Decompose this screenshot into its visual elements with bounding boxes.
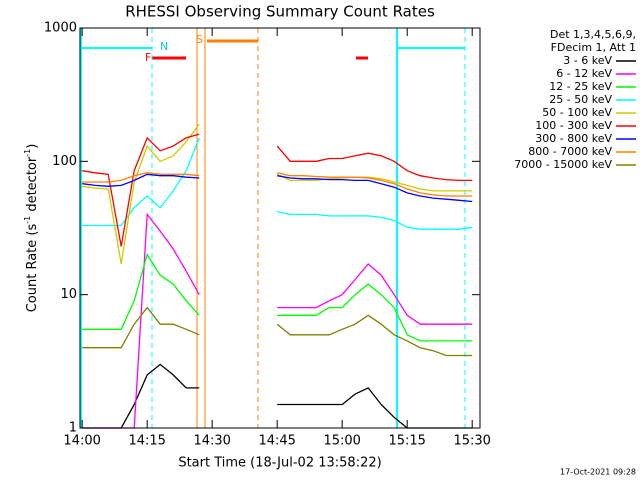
x-tick-label: 14:45: [258, 434, 295, 449]
plot-frame: [79, 27, 481, 429]
y-label-sup: -1: [23, 149, 32, 157]
footer: 17-Oct-2021 09:28: [560, 468, 636, 477]
annotation: S: [196, 33, 203, 46]
series-line: [82, 137, 473, 230]
legend-label: 7000 - 15000 keV: [514, 158, 612, 171]
annotation: F: [145, 51, 151, 64]
legend-label: 50 - 100 keV: [542, 106, 612, 119]
x-tick-label: 15:15: [388, 434, 425, 449]
y-tick-label: 1: [69, 421, 77, 436]
legend-header: FDecim 1, Att 1: [551, 41, 636, 54]
legend-label: 12 - 25 keV: [549, 80, 612, 93]
x-tick-label: 15:30: [453, 434, 490, 449]
legend-label: 300 - 800 keV: [535, 132, 612, 145]
y-label-part: ): [25, 144, 40, 149]
annotation: N: [160, 40, 168, 53]
series-line: [82, 133, 473, 247]
chart-title: RHESSI Observing Summary Count Rates: [125, 3, 435, 21]
series-line: [82, 123, 473, 265]
series-line: [82, 306, 473, 357]
y-tick-label: 10: [60, 287, 77, 302]
y-label-part: detector: [25, 156, 40, 216]
legend-label: 800 - 7000 keV: [528, 145, 612, 158]
legend-label: 100 - 300 keV: [535, 119, 612, 132]
series-line: [82, 252, 473, 342]
legend-header: Det 1,3,4,5,6,9,: [550, 28, 636, 41]
legend-label: 25 - 50 keV: [549, 93, 612, 106]
x-axis-label: Start Time (18-Jul-02 13:58:22): [178, 456, 381, 471]
legend-label: 3 - 6 keV: [563, 54, 612, 67]
y-label-part: Count Rate (s: [25, 224, 40, 313]
y-tick-label: 100: [52, 154, 77, 169]
series-line: [82, 172, 473, 197]
x-tick-label: 14:30: [193, 434, 230, 449]
x-tick-label: 14:00: [63, 434, 100, 449]
x-tick-label: 15:00: [323, 434, 360, 449]
y-tick-label: 1000: [44, 21, 77, 36]
x-tick-label: 14:15: [128, 434, 165, 449]
y-label-sup: -1: [23, 216, 32, 224]
y-axis-label: Count Rate (s-1 detector-1): [23, 144, 40, 313]
series-line: [82, 173, 473, 203]
legend-label: 6 - 12 keV: [556, 67, 612, 80]
